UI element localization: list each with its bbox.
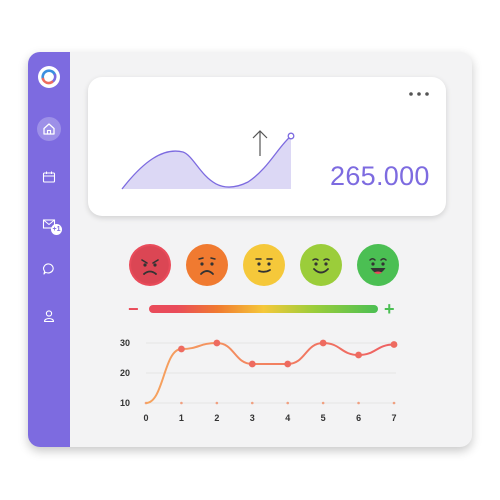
sidebar-item-user[interactable] — [37, 304, 61, 328]
growth-chart — [121, 130, 295, 190]
mood-face-angry[interactable] — [129, 244, 171, 286]
x-tick-label: 0 — [143, 413, 148, 423]
sad-face-icon — [186, 244, 228, 286]
y-tick-label: 10 — [120, 398, 130, 408]
neutral-face-icon — [243, 244, 285, 286]
angry-face-icon — [129, 244, 171, 286]
summary-card: 265.000 — [88, 77, 446, 216]
mood-plus-label: + — [384, 299, 395, 319]
x-tick-label: 2 — [214, 413, 219, 423]
user-icon — [43, 310, 55, 323]
x-axis-marker — [321, 401, 325, 405]
mood-face-very-happy[interactable] — [357, 244, 399, 286]
growth-line — [121, 135, 292, 190]
x-axis-marker — [286, 401, 290, 405]
app-logo — [38, 66, 60, 88]
growth-endpoint — [287, 132, 295, 140]
x-tick-label: 3 — [250, 413, 255, 423]
data-point — [390, 341, 398, 348]
growth-area — [122, 136, 291, 189]
mood-face-happy[interactable] — [300, 244, 342, 286]
sidebar-item-chat[interactable] — [37, 257, 61, 281]
x-tick-label: 6 — [356, 413, 361, 423]
more-horizontal-icon — [409, 92, 429, 96]
data-point — [319, 339, 327, 347]
x-axis-marker — [392, 401, 396, 405]
sidebar-item-mail[interactable]: +1 — [37, 212, 62, 236]
app-window: +1 — [28, 52, 472, 447]
happy-face-icon — [300, 244, 342, 286]
x-axis-marker — [357, 401, 360, 405]
mood-face-sad[interactable] — [186, 244, 228, 286]
arrow-up-icon — [252, 130, 268, 156]
y-tick-label: 20 — [120, 368, 130, 378]
x-tick-label: 7 — [391, 413, 396, 423]
line-chart: 10 20 30 0 1 2 3 4 5 6 7 — [120, 338, 398, 423]
x-tick-label: 4 — [285, 413, 290, 423]
data-point — [178, 345, 185, 353]
metric-value: 265.000 — [330, 161, 430, 191]
sidebar: +1 — [28, 52, 70, 447]
home-icon — [43, 123, 55, 135]
chat-icon — [43, 263, 54, 275]
sidebar-item-calendar[interactable] — [37, 165, 61, 189]
data-point — [213, 339, 221, 347]
data-point — [248, 360, 256, 368]
x-tick-label: 5 — [321, 413, 326, 423]
x-axis-marker — [250, 401, 254, 405]
data-point — [355, 351, 362, 359]
more-options-button[interactable] — [406, 87, 432, 101]
data-point — [284, 360, 292, 368]
x-axis-marker — [215, 401, 219, 405]
x-axis-marker — [180, 401, 183, 405]
y-tick-label: 30 — [120, 338, 130, 348]
mood-scale-bar — [149, 305, 378, 313]
mail-badge: +1 — [51, 224, 62, 235]
mood-face-neutral[interactable] — [243, 244, 285, 286]
mood-minus-label: − — [128, 299, 139, 319]
x-tick-label: 1 — [179, 413, 184, 423]
very-happy-face-icon — [357, 244, 399, 286]
calendar-icon — [42, 171, 56, 183]
sidebar-item-home[interactable] — [37, 117, 61, 141]
